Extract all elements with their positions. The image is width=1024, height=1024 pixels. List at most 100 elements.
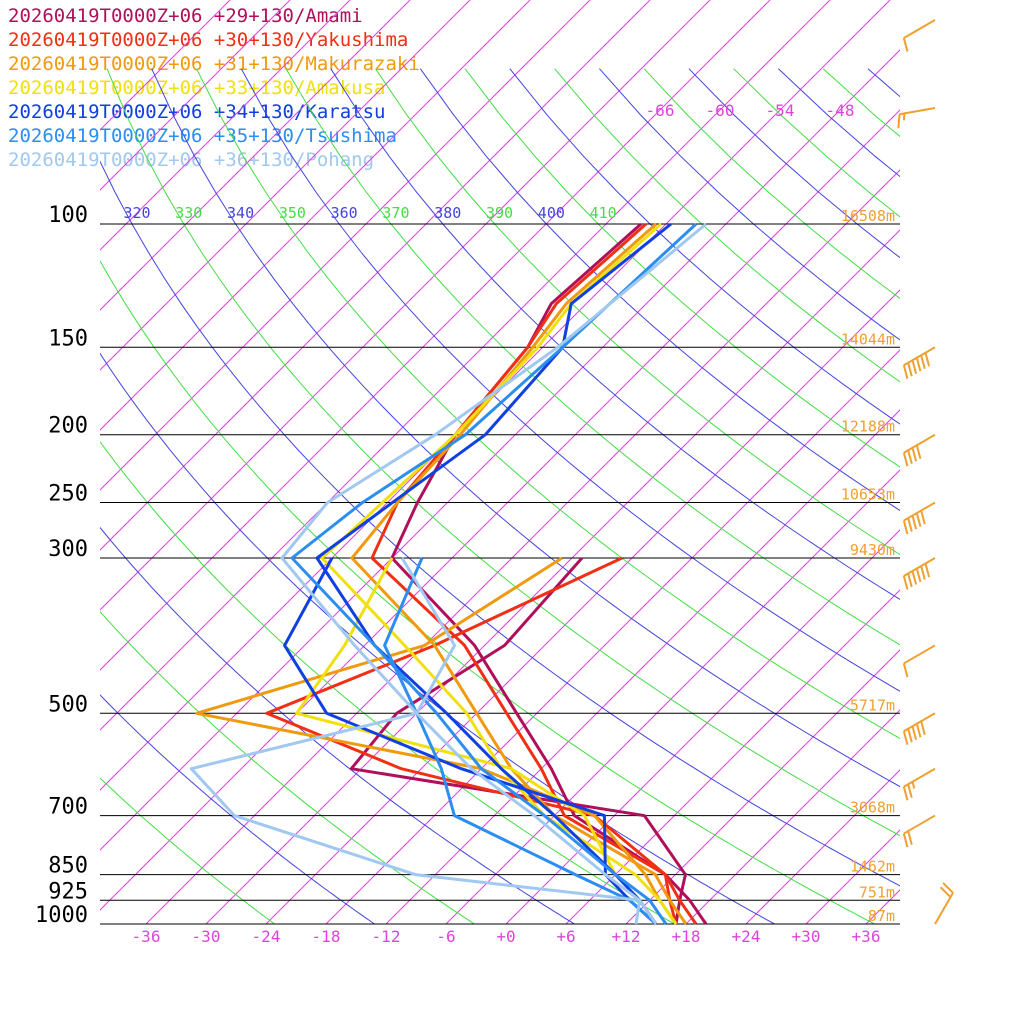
isotherm-line xyxy=(865,889,900,924)
height-label: 12188m xyxy=(841,418,895,436)
dry-adiabat-line xyxy=(285,68,900,646)
temperature-profile-5 xyxy=(290,222,698,925)
temperature-profile-6 xyxy=(280,222,707,925)
dry-adiabat-line xyxy=(151,68,900,788)
height-label: 16508m xyxy=(841,207,895,225)
isotherm-label: -54 xyxy=(766,101,795,120)
pressure-label: 200 xyxy=(48,414,88,439)
isotherm-line xyxy=(100,109,900,911)
x-tick-label: -18 xyxy=(312,927,341,946)
x-tick-label: -12 xyxy=(372,927,401,946)
pressure-label: 150 xyxy=(48,326,88,351)
theta-label: 320 xyxy=(123,204,150,222)
dry-adiabat-line xyxy=(100,777,276,924)
isotherm-line xyxy=(100,0,891,791)
isotherm-label: -66 xyxy=(646,101,675,120)
wind-barb xyxy=(902,433,936,467)
x-tick-label: +24 xyxy=(732,927,761,946)
dry-adiabat-line xyxy=(643,68,900,300)
height-label: 87m xyxy=(868,907,895,925)
theta-label: 400 xyxy=(538,204,565,222)
wind-barb xyxy=(902,346,936,380)
isotherm-label: -60 xyxy=(706,101,735,120)
isotherm-line xyxy=(100,0,711,611)
isotherm-line xyxy=(100,49,900,851)
wind-barb xyxy=(902,19,936,52)
dry-adiabat-line xyxy=(100,610,476,924)
dry-adiabat-line xyxy=(599,68,900,341)
isotherm-line xyxy=(100,0,651,551)
wind-barb xyxy=(902,644,936,678)
pressure-label: 500 xyxy=(48,692,88,717)
isotherm-line xyxy=(100,0,831,731)
legend-entry: 20260419T0000Z+06 +29+130/Amami xyxy=(8,5,363,27)
x-tick-label: +12 xyxy=(612,927,641,946)
height-label: 751m xyxy=(859,883,895,901)
dry-adiabat-line xyxy=(100,259,876,924)
isotherm-line xyxy=(986,0,1024,924)
theta-label: 410 xyxy=(590,204,617,222)
isotherm-line xyxy=(205,229,900,924)
height-label: 5717m xyxy=(850,696,895,714)
x-tick-label: -24 xyxy=(252,927,281,946)
legend-entry: 20260419T0000Z+06 +35+130/Tsushima xyxy=(8,125,397,147)
pressure-label: 925 xyxy=(48,879,88,904)
dry-adiabat-line xyxy=(375,68,900,556)
dewpoint-profile-5 xyxy=(383,557,658,926)
isotherm-line xyxy=(926,0,1024,924)
x-tick-label: -6 xyxy=(436,927,455,946)
x-tick-label: +30 xyxy=(792,927,821,946)
wind-barb xyxy=(902,767,936,801)
legend-entry: 20260419T0000Z+06 +30+130/Yakushima xyxy=(8,29,409,51)
pressure-label: 300 xyxy=(48,537,88,562)
height-label: 9430m xyxy=(850,541,895,559)
x-tick-label: -30 xyxy=(192,927,221,946)
isotherm-label: -48 xyxy=(826,101,855,120)
height-label: 10653m xyxy=(841,486,895,504)
x-tick-label: +6 xyxy=(556,927,575,946)
legend-entry: 20260419T0000Z+06 +31+130/Makurazaki xyxy=(8,53,420,75)
isotherm-line xyxy=(625,649,900,924)
dry-adiabat-line xyxy=(100,352,776,924)
theta-label: 360 xyxy=(331,204,358,222)
dry-adiabat-line xyxy=(419,68,900,512)
height-label: 3068m xyxy=(850,799,895,817)
dry-adiabat-line xyxy=(509,68,900,425)
height-label: 14044m xyxy=(841,330,895,348)
isotherm-line xyxy=(100,0,771,671)
theta-label: 340 xyxy=(227,204,254,222)
legend-entry: 20260419T0000Z+06 +34+130/Karatsu xyxy=(8,101,386,123)
theta-label: 370 xyxy=(382,204,409,222)
dry-adiabat-line xyxy=(106,68,900,837)
dry-adiabat-line xyxy=(100,526,576,924)
theta-label: 330 xyxy=(175,204,202,222)
isotherm-line xyxy=(385,409,900,924)
dewpoint-profile-4 xyxy=(283,557,658,926)
dry-adiabat-line xyxy=(240,68,900,692)
pressure-label: 850 xyxy=(48,854,88,879)
dry-adiabat-line xyxy=(778,68,900,178)
isotherm-line xyxy=(100,0,591,491)
x-tick-label: +36 xyxy=(852,927,881,946)
theta-label: 350 xyxy=(279,204,306,222)
temperature-profile-2 xyxy=(350,222,688,925)
pressure-label: 1000 xyxy=(35,903,88,928)
wind-barb xyxy=(902,501,936,535)
isotherm-line xyxy=(805,829,900,924)
height-label: 1462m xyxy=(850,858,895,876)
isotherm-line xyxy=(100,0,471,371)
isotherm-line xyxy=(565,589,900,924)
wind-barb xyxy=(902,712,936,746)
isotherm-line xyxy=(100,0,531,431)
dry-adiabat-line xyxy=(100,160,900,887)
isotherm-line xyxy=(100,0,411,311)
dry-adiabat-line xyxy=(100,694,376,924)
dewpoint-profile-6 xyxy=(189,557,642,925)
dry-adiabat-line xyxy=(196,68,900,740)
isotherm-line xyxy=(265,289,900,924)
pressure-label: 250 xyxy=(48,482,88,507)
x-tick-label: -36 xyxy=(132,927,161,946)
temperature-profile-3 xyxy=(320,222,678,925)
